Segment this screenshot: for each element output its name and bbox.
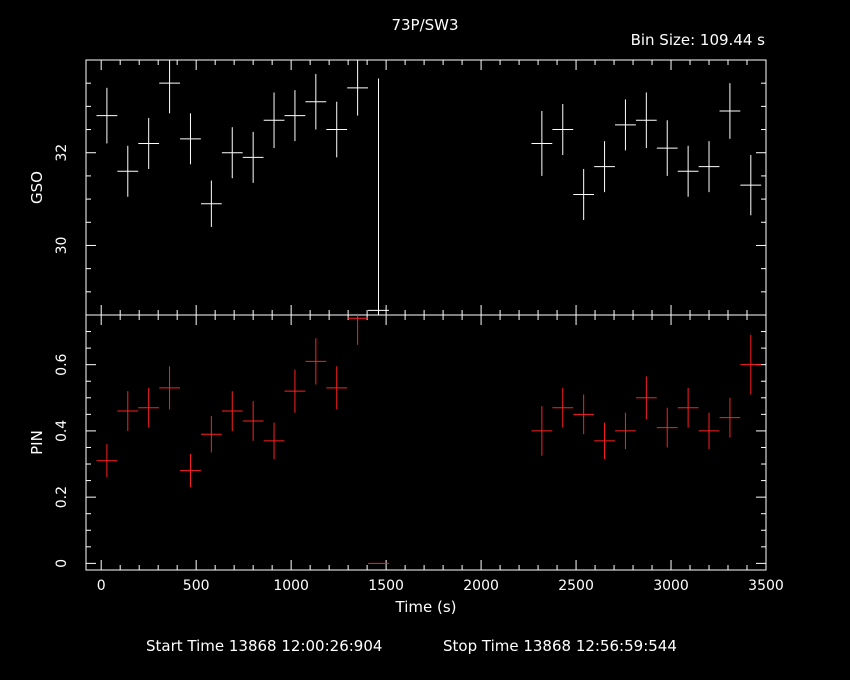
- start-time-label: Start Time 13868 12:00:26:904: [146, 637, 382, 655]
- x-axis-label: Time (s): [395, 598, 457, 616]
- x-tick-label: 1000: [273, 578, 309, 594]
- gso-data-point: [263, 92, 285, 149]
- pin-data-point: [326, 366, 348, 410]
- bin-size-label: Bin Size: 109.44 s: [631, 31, 766, 49]
- gso-data-point: [552, 104, 574, 156]
- gso-data-point: [138, 117, 160, 169]
- plot-frame: [85, 314, 767, 571]
- pin-panel: 0 500 1000 1500 2000 2500 3000 3500 Time (s) 0 0.2…: [28, 314, 784, 616]
- x-tick-label: 2500: [558, 578, 594, 594]
- gso-data-point: [677, 145, 699, 197]
- gso-data-point: [326, 101, 348, 158]
- data-points: [96, 315, 762, 564]
- x-tick-label: 0: [97, 578, 106, 594]
- gso-data-point: [531, 111, 553, 176]
- pin-data-point: [719, 397, 741, 438]
- gso-data-point: [635, 92, 657, 149]
- y-tick-label: 30: [54, 237, 70, 255]
- gso-data-point: [656, 120, 678, 176]
- gso-data-point: [368, 78, 389, 315]
- gso-data-point: [284, 90, 306, 142]
- gso-data-point: [573, 168, 595, 220]
- plot-frame: [85, 59, 767, 316]
- x-tick-label: 500: [183, 578, 210, 594]
- pin-data-point: [635, 376, 657, 420]
- data-points: [96, 60, 762, 315]
- x-tick-label: 3500: [748, 578, 784, 594]
- gso-data-point: [221, 127, 243, 179]
- gso-data-point: [180, 113, 201, 165]
- gso-data-point: [117, 145, 139, 197]
- pin-data-point: [656, 407, 678, 448]
- x-tick-label: 3000: [653, 578, 689, 594]
- pin-data-point: [96, 444, 118, 478]
- gso-data-point: [594, 141, 615, 193]
- y-tick-label: 0.4: [54, 420, 70, 442]
- x-tick-label: 1500: [368, 578, 404, 594]
- gso-data-point: [200, 180, 222, 227]
- gso-data-point: [615, 99, 636, 151]
- y-axis-label: PIN: [28, 430, 46, 455]
- pin-data-point: [552, 387, 574, 428]
- pin-data-point: [615, 412, 636, 450]
- gso-data-point: [740, 155, 762, 216]
- pin-data-point: [347, 315, 369, 345]
- gso-panel: 30 32 GSO: [28, 59, 767, 316]
- gso-data-point: [698, 141, 720, 193]
- y-tick-label: 0.6: [54, 353, 70, 375]
- pin-data-point: [677, 387, 699, 428]
- pin-data-point: [594, 422, 615, 460]
- chart-title: 73P/SW3: [391, 16, 458, 34]
- pin-data-point: [698, 412, 720, 450]
- y-axis-label: GSO: [28, 171, 46, 204]
- pin-data-point: [531, 406, 553, 456]
- pin-data-point: [284, 369, 306, 413]
- gso-data-point: [96, 87, 118, 144]
- x-tick-label: 2000: [463, 578, 499, 594]
- pin-data-point: [180, 454, 201, 488]
- pin-data-point: [117, 391, 139, 431]
- gso-data-point: [719, 83, 741, 139]
- pin-data-point: [200, 416, 222, 453]
- pin-data-point: [138, 387, 160, 428]
- pin-data-point: [740, 334, 762, 395]
- gso-data-point: [305, 73, 327, 130]
- pin-data-point: [159, 366, 180, 410]
- gso-data-point: [159, 60, 180, 114]
- pin-data-point: [305, 338, 327, 385]
- y-tick-label: 0: [54, 559, 70, 568]
- gso-data-point: [347, 60, 369, 116]
- y-tick-label: 32: [54, 144, 70, 162]
- pin-data-point: [242, 401, 264, 441]
- pin-data-point: [263, 422, 285, 460]
- pin-data-point: [221, 391, 243, 431]
- pin-data-point: [573, 394, 595, 435]
- y-tick-label: 0.2: [54, 486, 70, 508]
- gso-data-point: [242, 131, 264, 183]
- stop-time-label: Stop Time 13868 12:56:59:544: [443, 637, 677, 655]
